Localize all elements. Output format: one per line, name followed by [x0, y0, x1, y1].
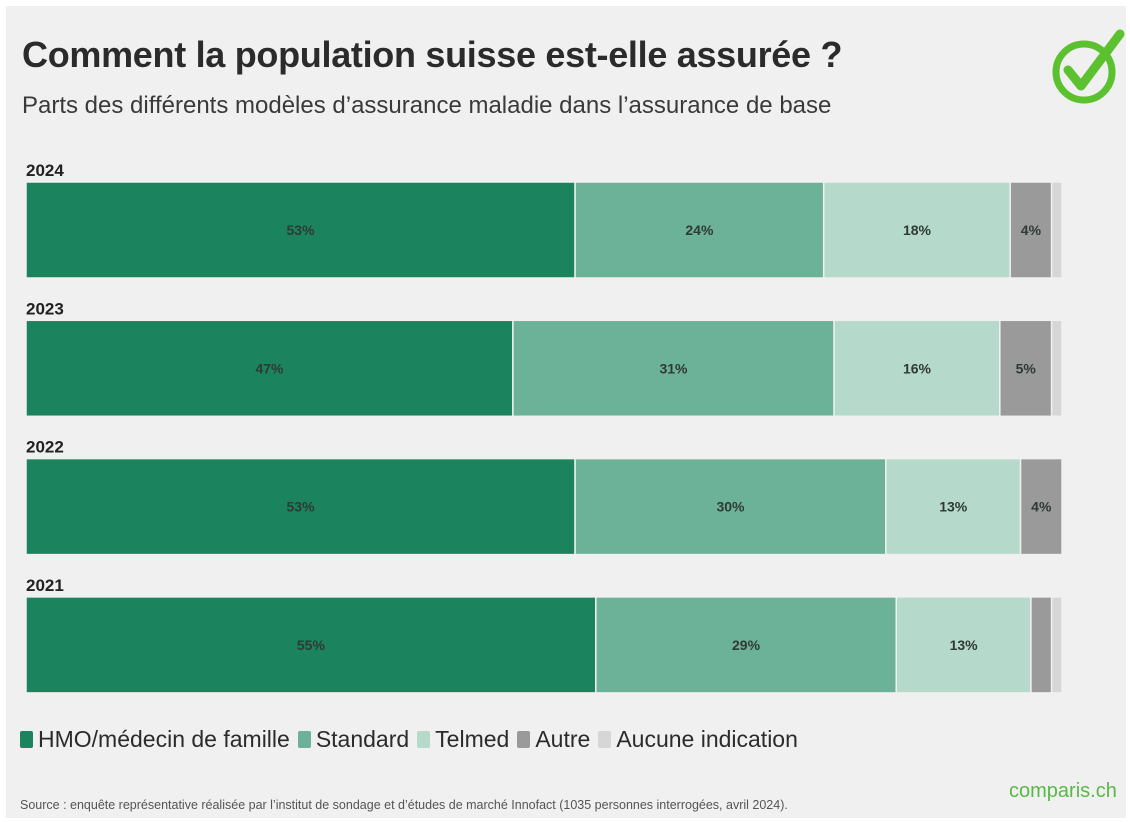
stacked-bar-chart: 2024 53% 24% 18% 4% 2023 47% 31% 16% 5% 2022 53% 30%…	[6, 156, 1126, 716]
source-note: Source : enquête représentative réalisée…	[20, 798, 788, 812]
legend-label-autre: Autre	[535, 726, 591, 752]
year-label-2024: 2024	[26, 161, 64, 180]
value-label-2022-standard: 30%	[716, 499, 745, 515]
bar-2024-hmo-medecin-de-famille	[25, 181, 576, 279]
bar-2021-hmo-medecin-de-famille	[25, 596, 597, 694]
legend-swatch-standard	[297, 731, 311, 748]
chart-card: Comment la population suisse est-elle as…	[6, 6, 1126, 818]
legend-item-standard: Standard	[297, 726, 410, 753]
bar-2022-standard	[574, 457, 887, 556]
legend-label-telmed: Telmed	[435, 726, 510, 752]
legend-item-autre: Autre	[517, 726, 590, 753]
bar-2024-autre	[1009, 181, 1053, 279]
bar-2021-telmed	[895, 596, 1032, 694]
value-label-2021-hmo-medecin-de-famille: 55%	[297, 637, 326, 653]
legend-item-telmed: Telmed	[417, 726, 509, 753]
brand-logo-text: comparis.ch	[1009, 780, 1117, 802]
legend-item-aucune: Aucune indication	[598, 726, 798, 753]
value-label-2021-telmed: 13%	[950, 637, 979, 653]
chart-title: Comment la population suisse est-elle as…	[22, 34, 843, 75]
chart-subtitle: Parts des différents modèles d’assurance…	[22, 92, 832, 119]
bar-2022-hmo-medecin-de-famille	[25, 457, 576, 556]
legend-item-hmo: HMO/médecin de famille	[20, 726, 290, 753]
bar-2024-aucune-indication	[1050, 181, 1063, 279]
bar-2023-autre	[999, 319, 1053, 418]
chart-svg: 2024 53% 24% 18% 4% 2023 47% 31% 16% 5% 2022 53% 30%…	[25, 161, 1063, 694]
year-label-2023: 2023	[26, 299, 64, 318]
value-label-2021-standard: 29%	[732, 637, 761, 653]
legend-swatch-aucune	[598, 731, 612, 748]
bar-2021-autre	[1030, 596, 1053, 694]
value-label-2023-hmo-medecin-de-famille: 47%	[255, 360, 284, 376]
bar-2024-standard	[574, 181, 825, 279]
year-label-2021: 2021	[26, 576, 64, 595]
legend-label-hmo: HMO/médecin de famille	[38, 726, 290, 752]
bar-2023-aucune-indication	[1050, 319, 1063, 418]
legend-label-aucune: Aucune indication	[616, 726, 798, 752]
value-label-2024-telmed: 18%	[903, 222, 932, 238]
legend-swatch-telmed	[417, 731, 431, 748]
bar-2021-standard	[595, 596, 897, 694]
value-label-2024-standard: 24%	[685, 222, 714, 238]
chart-legend: HMO/médecin de famille Standard Telmed A…	[20, 726, 798, 753]
value-label-2023-autre: 5%	[1016, 360, 1037, 376]
bar-2023-telmed	[833, 319, 1001, 418]
value-label-2022-hmo-medecin-de-famille: 53%	[287, 499, 316, 515]
value-label-2023-standard: 31%	[659, 360, 688, 376]
value-label-2023-telmed: 16%	[903, 360, 932, 376]
bar-2022-telmed	[885, 457, 1022, 556]
checkmark-circle-icon	[1052, 29, 1125, 104]
legend-label-standard: Standard	[315, 726, 410, 752]
value-label-2022-autre: 4%	[1031, 499, 1052, 515]
value-label-2022-telmed: 13%	[939, 499, 968, 515]
legend-swatch-hmo	[20, 731, 33, 748]
value-label-2024-hmo-medecin-de-famille: 53%	[287, 222, 316, 238]
bar-2021-aucune-indication	[1050, 596, 1063, 694]
value-label-2024-autre: 4%	[1021, 222, 1042, 238]
bar-2022-autre	[1019, 457, 1063, 556]
year-label-2022: 2022	[26, 438, 64, 457]
bar-2023-hmo-medecin-de-famille	[25, 319, 514, 418]
legend-swatch-autre	[517, 731, 531, 748]
bar-2023-standard	[512, 319, 835, 418]
